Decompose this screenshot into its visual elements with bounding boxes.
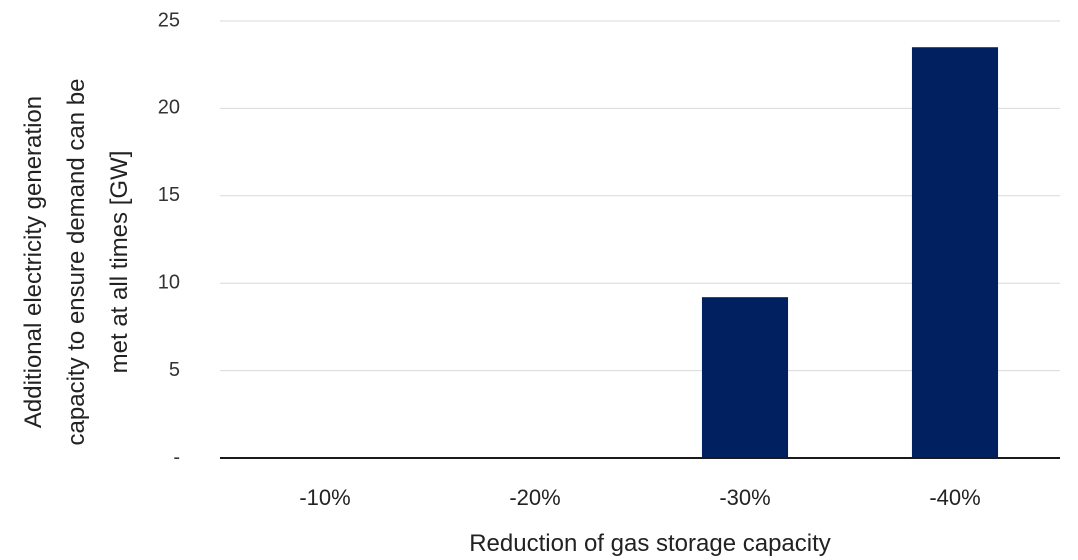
x-tick-label: -30% [719, 485, 770, 510]
y-axis-title-line-1: Additional electricity generation [20, 96, 47, 428]
y-tick-labels: - 5 10 15 20 25 [158, 9, 180, 468]
x-tick-labels: -10% -20% -30% -40% [299, 485, 980, 510]
y-tick-label: - [173, 446, 180, 468]
y-axis-title: Additional electricity generation capaci… [20, 79, 133, 446]
y-axis-title-line-2: capacity to ensure demand can be [63, 79, 90, 446]
bar [701, 297, 789, 458]
x-tick-label: -10% [299, 485, 350, 510]
y-tick-label: 20 [158, 97, 180, 119]
y-tick-label: 15 [158, 184, 180, 206]
x-axis-title: Reduction of gas storage capacity [469, 530, 831, 557]
x-tick-label: -20% [509, 485, 560, 510]
y-axis-title-line-3: met at all times [GW] [106, 151, 133, 374]
y-tick-label: 10 [158, 271, 180, 293]
bar [911, 47, 999, 458]
y-tick-label: 25 [158, 9, 180, 31]
y-tick-label: 5 [169, 359, 180, 381]
bars [701, 47, 999, 458]
x-tick-label: -40% [929, 485, 980, 510]
